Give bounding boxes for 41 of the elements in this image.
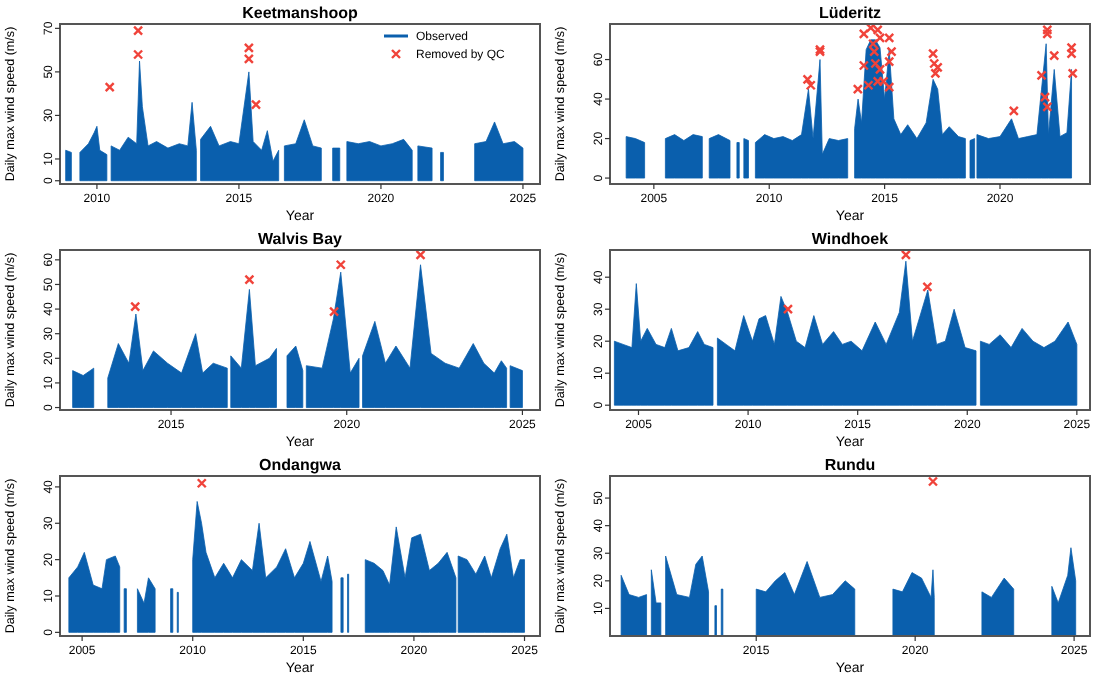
point: [244, 274, 255, 285]
chart-title: Windhoek: [811, 230, 890, 248]
chart-title: Lüderitz: [818, 4, 882, 22]
point: [1039, 91, 1051, 103]
point: [1042, 101, 1053, 113]
point: [858, 28, 870, 40]
point: [132, 49, 144, 60]
point: [802, 74, 813, 85]
point: [805, 80, 816, 91]
point: [874, 64, 886, 75]
point: [1066, 42, 1077, 53]
chart-title: Keetmanshoop: [242, 4, 358, 22]
point: [884, 82, 895, 93]
chart-title: Walvis Bay: [258, 230, 344, 248]
point: [932, 62, 943, 73]
point: [104, 81, 115, 93]
point: [930, 68, 941, 79]
point: [1036, 70, 1047, 81]
point: [1067, 68, 1078, 79]
point: [1049, 50, 1060, 61]
point: [1042, 28, 1053, 40]
point: [250, 99, 262, 110]
point: [922, 281, 933, 292]
chart-title: Ondangwa: [259, 456, 342, 474]
point: [1008, 105, 1020, 117]
point: [1066, 48, 1077, 59]
point: [328, 306, 340, 317]
point: [243, 53, 255, 65]
point: [886, 46, 897, 57]
point: [130, 301, 141, 312]
point: [867, 38, 879, 49]
point: [927, 48, 939, 59]
point: [335, 259, 346, 270]
point: [1042, 24, 1053, 36]
point: [872, 24, 883, 36]
point: [869, 46, 880, 57]
point: [878, 76, 889, 87]
point: [132, 25, 144, 36]
point: [243, 42, 255, 54]
point: [782, 304, 794, 315]
chart-title: Rundu: [824, 456, 876, 474]
